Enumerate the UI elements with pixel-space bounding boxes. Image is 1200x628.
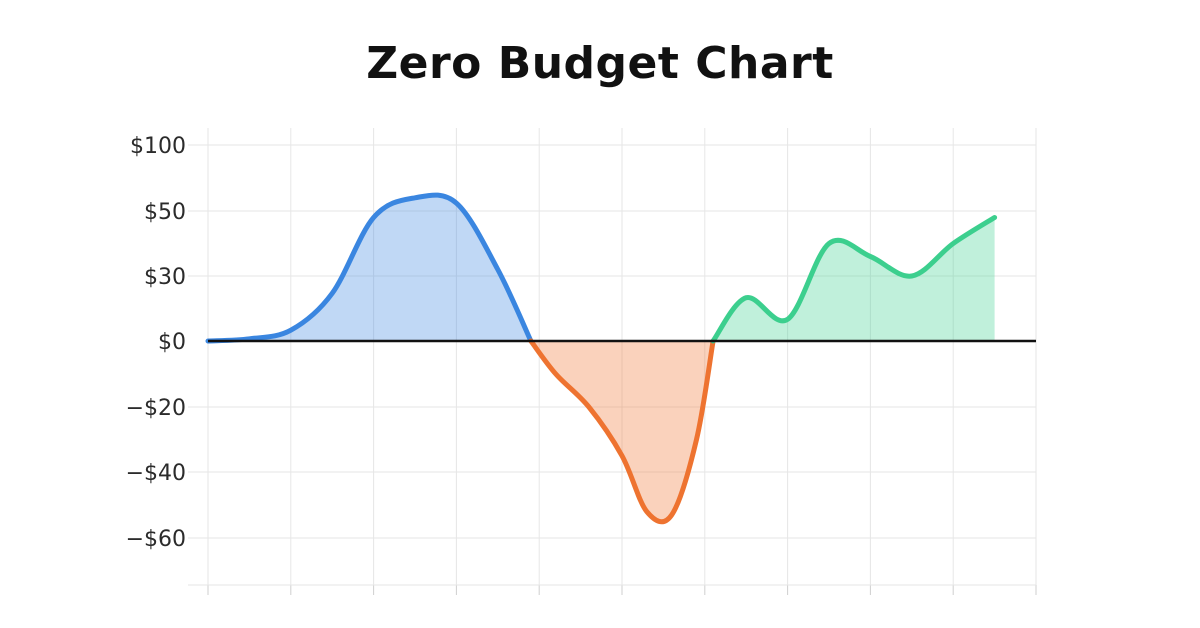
area-layer (208, 195, 995, 522)
line-layer (205, 192, 998, 525)
series-2-area (530, 341, 714, 522)
series-1-line (205, 192, 534, 344)
series-3-line (710, 215, 998, 344)
y-tick-label: −$60 (126, 527, 186, 552)
series-1-area (208, 195, 531, 341)
y-tick-label: $0 (158, 330, 186, 355)
y-tick-label: −$40 (126, 461, 186, 486)
axis-layer: $100 $50 $30 $0 −$20 −$40 −$60 (126, 134, 1036, 552)
y-tick-label: $50 (144, 200, 186, 225)
series-3-area (713, 217, 995, 341)
series-2-line (528, 338, 716, 525)
y-tick-label: $100 (130, 134, 186, 159)
grid-layer (188, 128, 1037, 595)
chart-title: Zero Budget Chart (366, 38, 834, 89)
y-tick-label: −$20 (126, 396, 186, 421)
y-tick-label: $30 (144, 265, 186, 290)
